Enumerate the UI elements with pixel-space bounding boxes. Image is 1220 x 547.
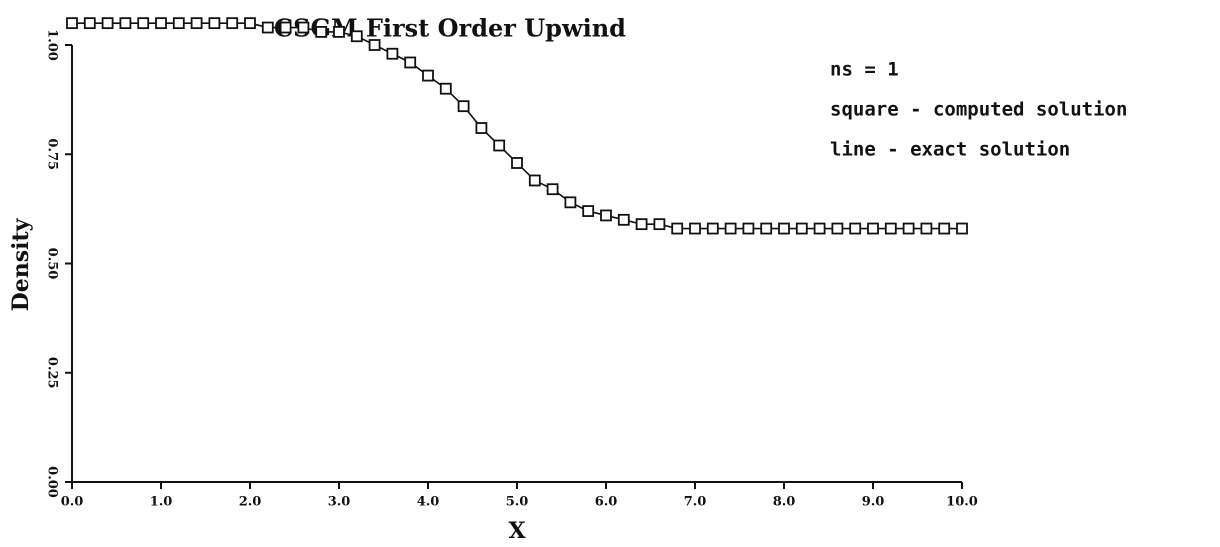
square-marker: [600, 209, 612, 222]
square-marker: [706, 222, 719, 235]
square-marker: [546, 183, 559, 196]
square-marker: [279, 21, 292, 34]
square-marker: [635, 218, 648, 231]
chart-title: CSGM First Order Upwind: [274, 14, 626, 43]
square-marker: [724, 222, 737, 235]
x-tick-label: 1.0: [150, 495, 173, 510]
x-tick-label: 6.0: [595, 495, 618, 510]
square-marker: [422, 69, 434, 82]
square-marker: [671, 222, 684, 235]
x-tick-label: 0.0: [61, 495, 84, 510]
square-marker: [956, 222, 968, 235]
x-tick-label: 5.0: [506, 495, 529, 510]
square-marker: [155, 17, 167, 30]
square-marker: [920, 222, 933, 235]
square-marker: [902, 222, 915, 235]
annotation: line - exact solution: [830, 139, 1070, 161]
x-tick-label: 7.0: [684, 495, 707, 510]
square-marker: [208, 17, 221, 30]
y-tick-label: 0.75: [45, 138, 60, 170]
square-marker: [884, 222, 897, 235]
square-marker: [564, 196, 577, 209]
square-marker: [689, 222, 701, 235]
square-marker: [315, 25, 328, 38]
square-marker: [528, 174, 541, 187]
square-marker: [582, 205, 595, 217]
square-marker: [742, 222, 755, 235]
square-marker: [457, 100, 470, 113]
square-marker: [617, 213, 630, 226]
square-marker: [137, 17, 150, 30]
x-tick-label: 8.0: [773, 495, 796, 510]
x-tick-label: 9.0: [862, 495, 885, 510]
square-marker: [475, 122, 488, 134]
square-marker: [83, 17, 96, 30]
square-marker: [404, 56, 417, 69]
square-marker: [938, 222, 951, 235]
y-tick-label: 0.00: [45, 466, 60, 498]
square-marker: [261, 21, 274, 34]
square-marker: [172, 17, 185, 30]
square-marker: [511, 157, 523, 169]
square-marker: [333, 25, 345, 38]
square-marker: [778, 222, 790, 235]
x-tick-label: 10.0: [946, 495, 978, 510]
square-marker: [368, 39, 381, 51]
square-marker: [760, 222, 773, 235]
x-tick-label: 2.0: [239, 495, 262, 510]
exact-line: [72, 22, 962, 230]
square-marker: [190, 17, 203, 30]
annotation: ns = 1: [830, 59, 899, 81]
y-tick-label: 0.50: [45, 248, 60, 280]
square-marker: [297, 21, 310, 34]
y-tick-label: 1.00: [45, 29, 60, 61]
x-tick-label: 3.0: [328, 495, 351, 510]
square-marker: [101, 17, 114, 30]
y-axis-label: Density: [8, 217, 34, 311]
square-marker: [867, 222, 879, 235]
square-marker: [795, 222, 808, 235]
x-tick-label: 4.0: [417, 495, 440, 510]
square-marker: [244, 17, 256, 30]
square-marker: [439, 82, 452, 95]
square-marker: [653, 218, 666, 231]
square-marker: [831, 222, 844, 235]
square-marker: [350, 30, 363, 43]
square-marker: [813, 222, 826, 235]
square-marker: [386, 47, 399, 60]
square-marker: [226, 17, 239, 30]
annotation: square - computed solution: [830, 99, 1127, 121]
square-marker: [119, 17, 132, 30]
x-axis-label: X: [508, 518, 526, 544]
square-marker: [849, 222, 862, 235]
y-tick-label: 0.25: [45, 357, 60, 389]
square-marker: [493, 139, 506, 152]
square-marker: [66, 17, 78, 30]
